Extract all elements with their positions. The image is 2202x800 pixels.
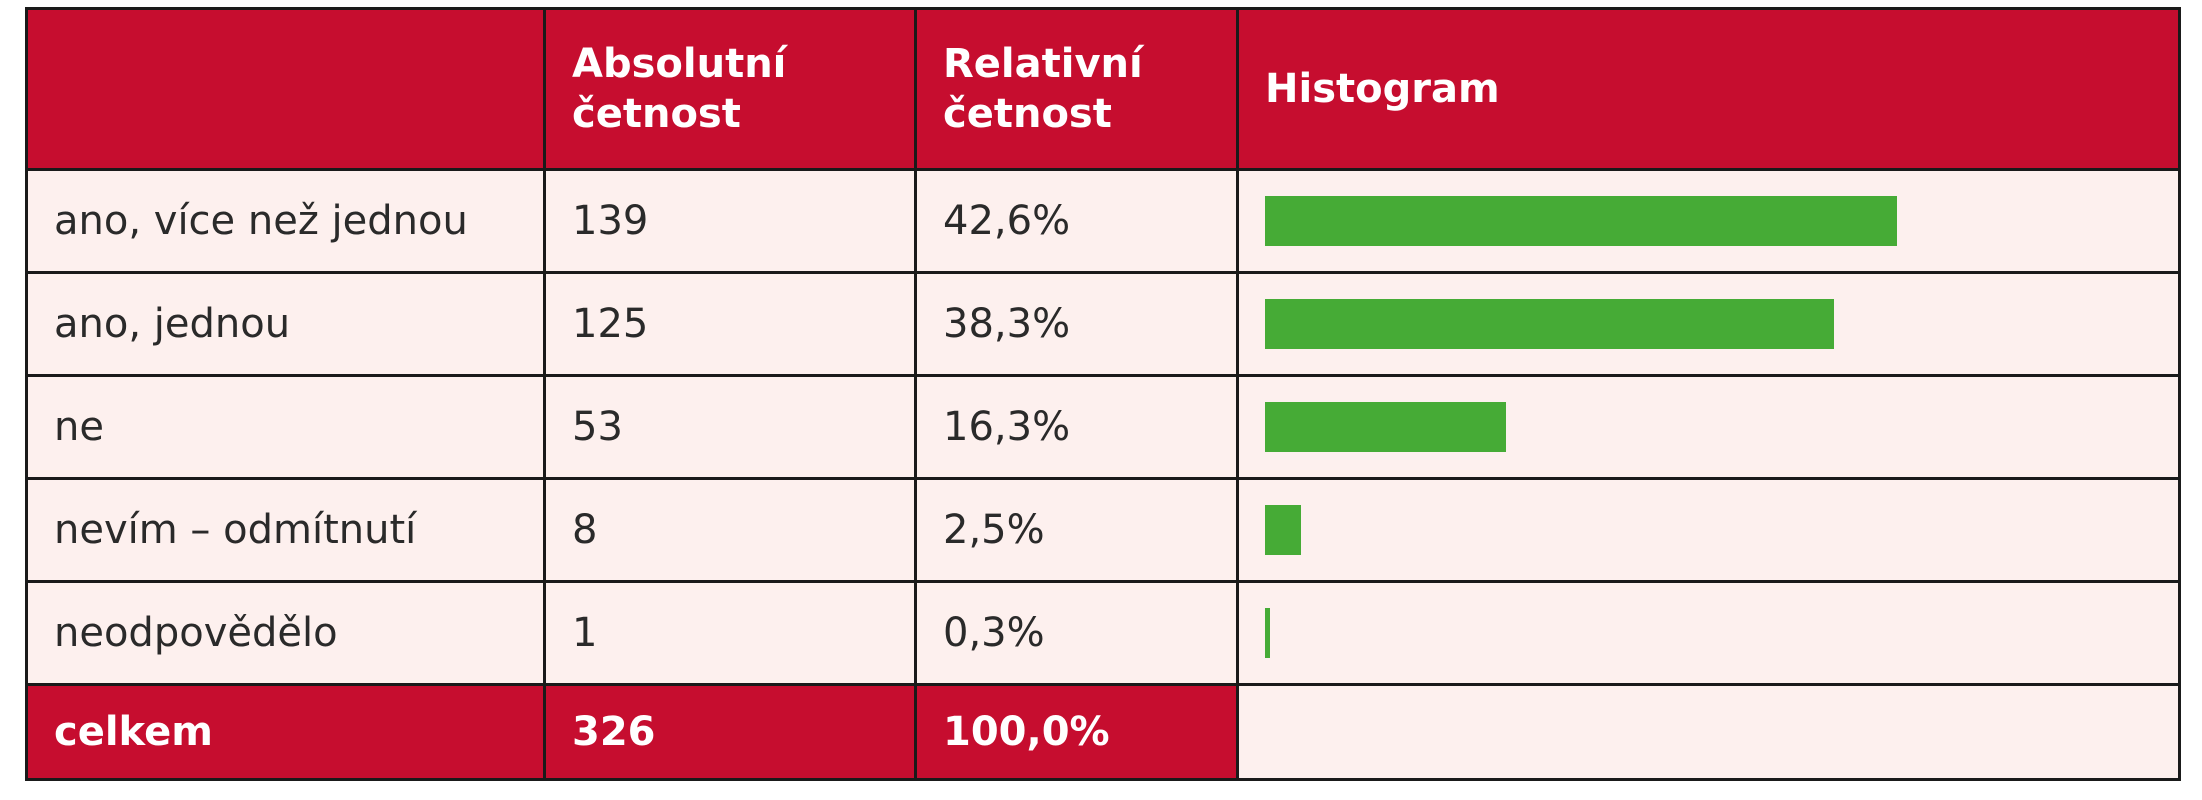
data-row: ano, více než jednou 139 42,6% — [25, 168, 2181, 274]
histogram-cell — [1236, 580, 2181, 686]
histogram-bar — [1265, 196, 1898, 246]
data-row: neodpovědělo 1 0,3% — [25, 580, 2181, 686]
absolute-cell: 8 — [543, 477, 917, 583]
absolute-cell: 53 — [543, 374, 917, 480]
relative-cell: 16,3% — [914, 374, 1239, 480]
header-cell — [25, 7, 546, 171]
total-label: celkem — [25, 683, 546, 781]
histogram-bar — [1265, 402, 1507, 452]
histogram-cell — [1236, 683, 2181, 781]
data-row: ne 53 16,3% — [25, 374, 2181, 480]
histogram-bar — [1265, 299, 1834, 349]
histogram-bar — [1265, 608, 1270, 658]
table-body: ano, více než jednou 139 42,6% ano, jednou 1… — [25, 168, 2181, 781]
header-cell: Relativní četnost — [914, 7, 1239, 171]
relative-cell: 42,6% — [914, 168, 1239, 274]
total-absolute: 326 — [543, 683, 917, 781]
header-cell: Histogram — [1236, 7, 2181, 171]
label-cell: ne — [25, 374, 546, 480]
label-cell: nevím – odmítnutí — [25, 477, 546, 583]
relative-cell: 0,3% — [914, 580, 1239, 686]
absolute-cell: 125 — [543, 271, 917, 377]
total-relative: 100,0% — [914, 683, 1239, 781]
data-row: ano, jednou 125 38,3% — [25, 271, 2181, 377]
relative-cell: 2,5% — [914, 477, 1239, 583]
frequency-table: Absolutní četnost Relativní četnost Hist… — [25, 7, 2181, 781]
relative-cell: 38,3% — [914, 271, 1239, 377]
label-cell: ano, jednou — [25, 271, 546, 377]
label-cell: neodpovědělo — [25, 580, 546, 686]
label-cell: ano, více než jednou — [25, 168, 546, 274]
absolute-cell: 139 — [543, 168, 917, 274]
header-cell: Absolutní četnost — [543, 7, 917, 171]
absolute-cell: 1 — [543, 580, 917, 686]
histogram-cell — [1236, 271, 2181, 377]
data-row: nevím – odmítnutí 8 2,5% — [25, 477, 2181, 583]
histogram-cell — [1236, 374, 2181, 480]
histogram-bar — [1265, 505, 1302, 555]
total-row: celkem 326 100,0% — [25, 683, 2181, 781]
histogram-cell — [1236, 477, 2181, 583]
header-row: Absolutní četnost Relativní četnost Hist… — [25, 7, 2181, 171]
histogram-cell — [1236, 168, 2181, 274]
